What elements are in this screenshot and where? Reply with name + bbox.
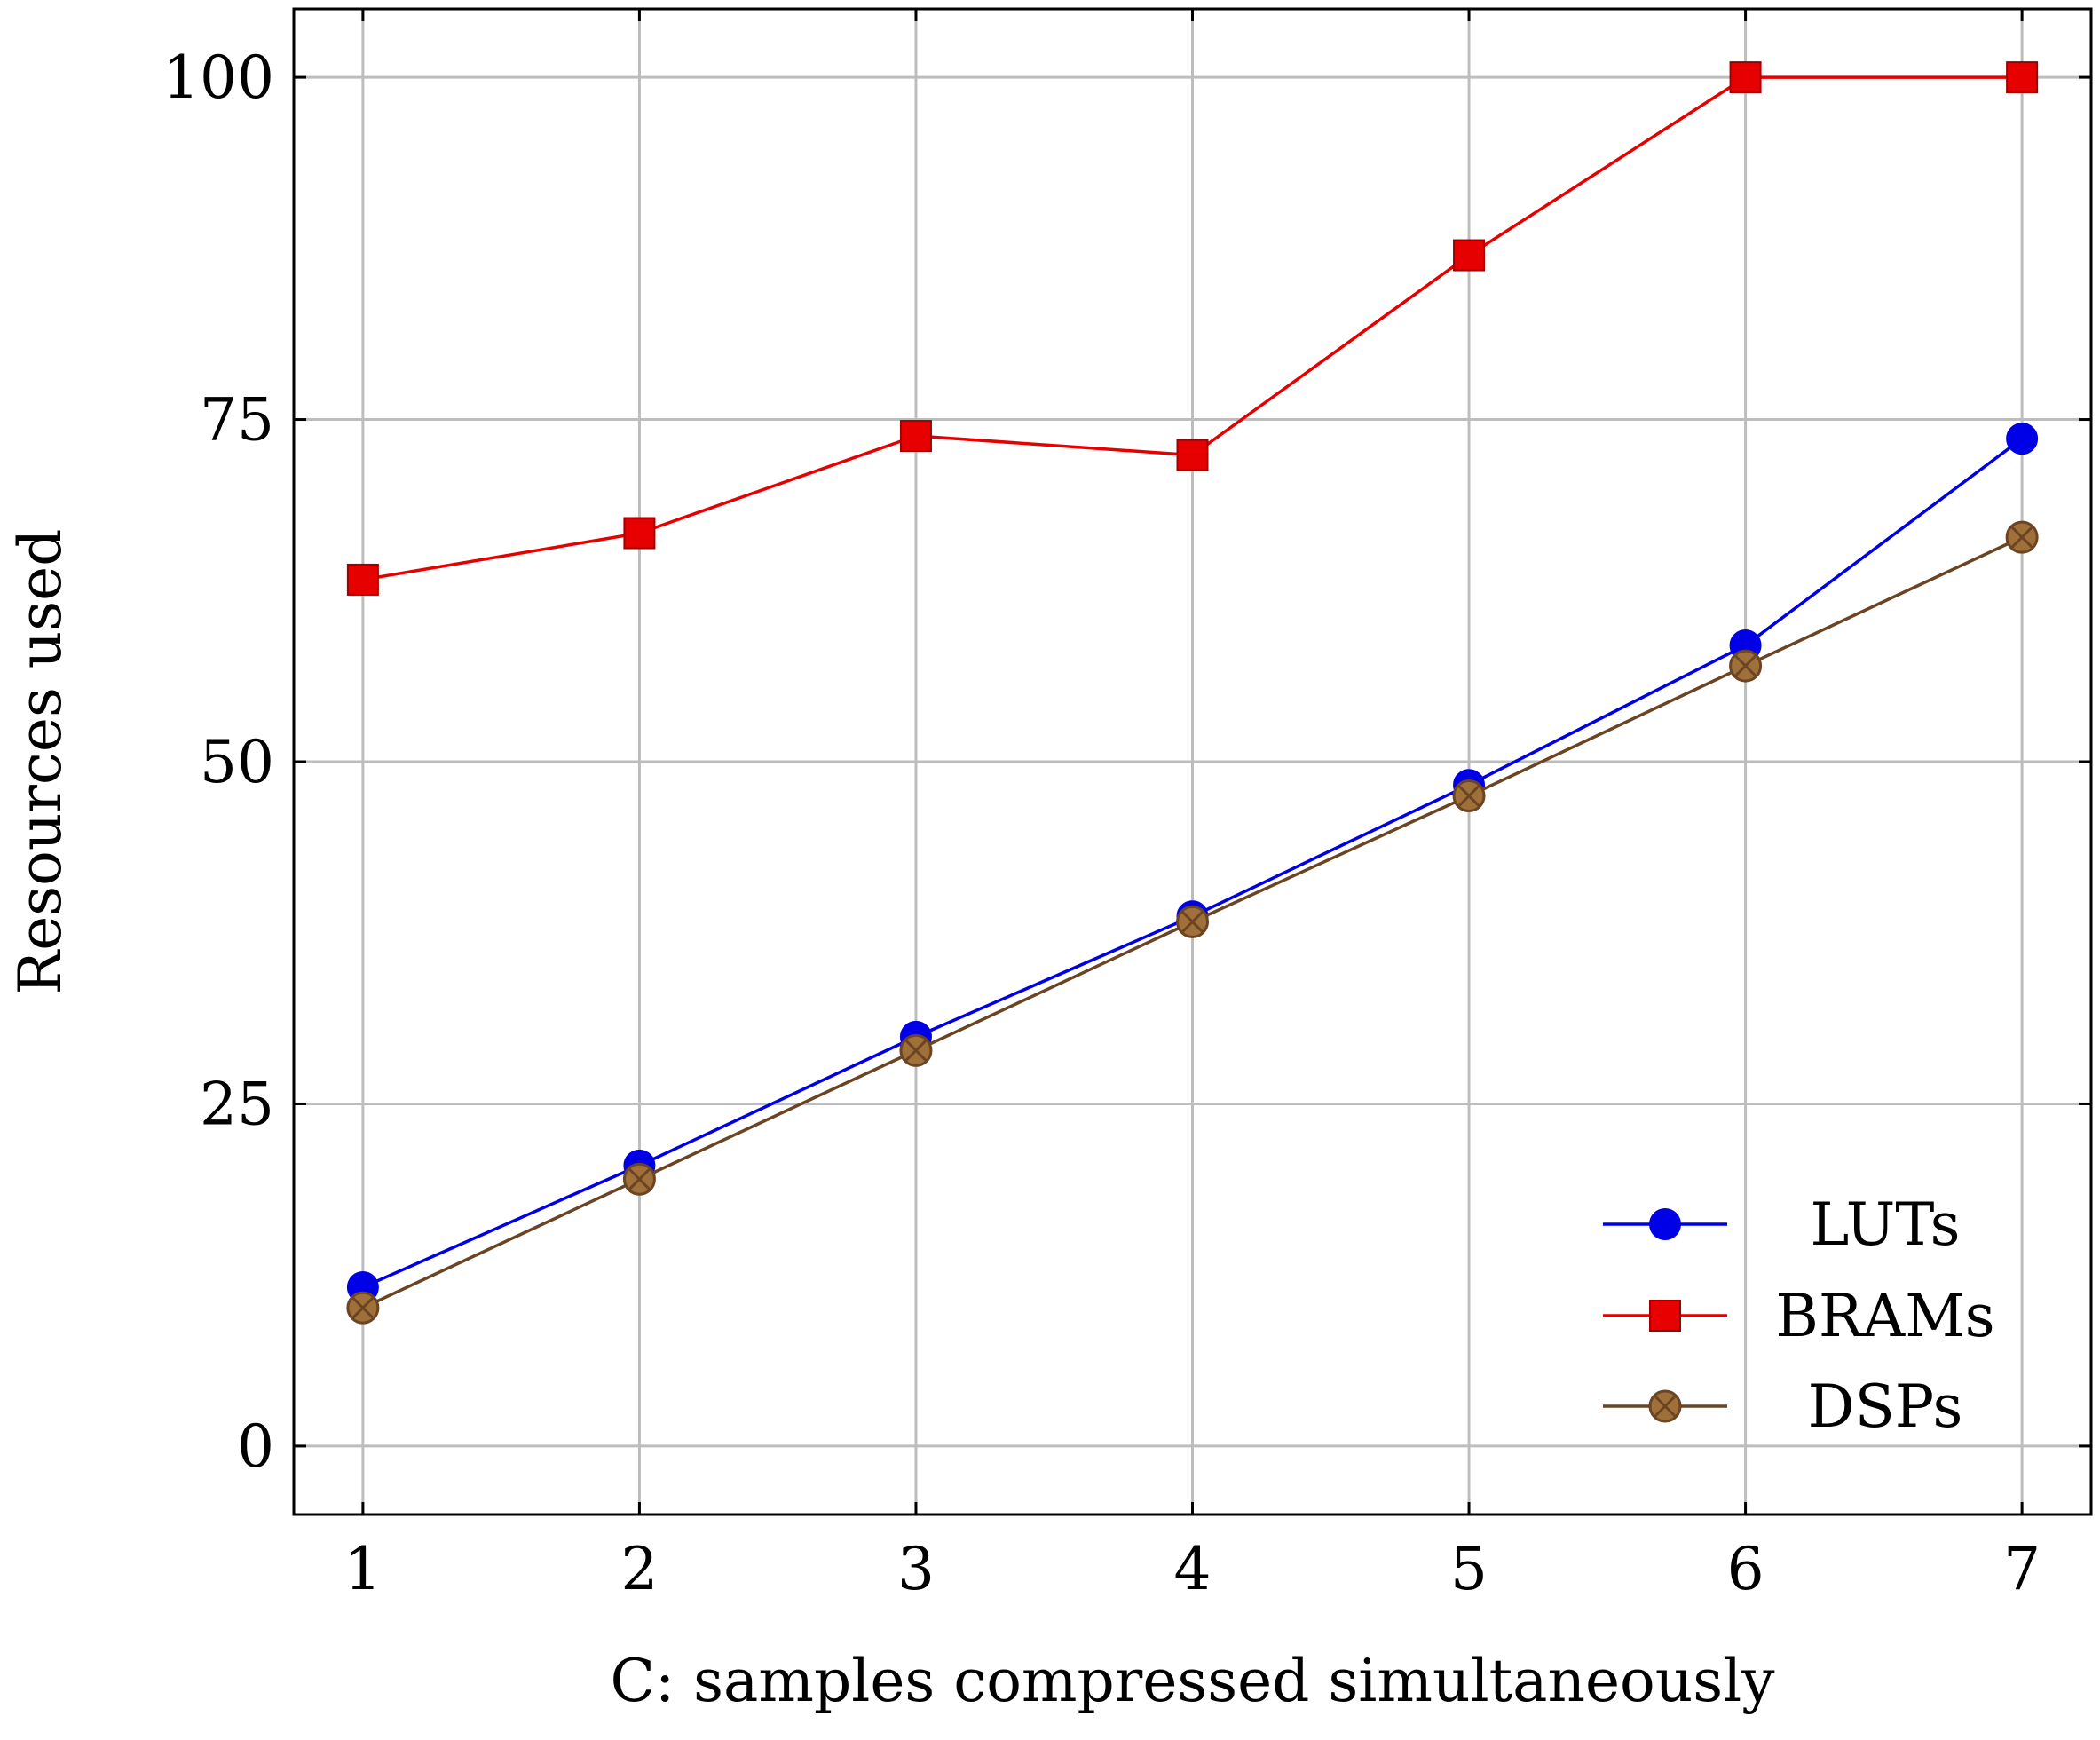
series-brams (346, 61, 2039, 596)
legend-label-dsps: DSPs (1808, 1372, 1963, 1441)
legend: LUTs BRAMs DSPs (1603, 1190, 1995, 1441)
data-point-brams (899, 420, 932, 453)
y-axis-title: Resources used (6, 529, 75, 995)
x-tick-label: 2 (620, 1535, 658, 1603)
data-point-luts (2006, 423, 2039, 455)
data-point-dsps-cross (904, 1040, 928, 1062)
legend-marker-dsps (1648, 1389, 1682, 1423)
data-point-dsps-cross (1181, 911, 1204, 933)
data-point-brams (623, 517, 656, 550)
data-point-dsps-cross (1457, 785, 1480, 807)
y-tick-label: 50 (200, 728, 274, 796)
series-dsps (346, 520, 2039, 1325)
x-tick-label: 6 (1727, 1535, 1764, 1603)
x-axis-title: C: samples compressed simultaneously (610, 1647, 1775, 1715)
x-tick-label: 4 (1174, 1535, 1212, 1603)
x-tick-label: 1 (344, 1535, 382, 1603)
y-tick-label: 75 (200, 386, 274, 455)
legend-marker-brams (1649, 1300, 1681, 1332)
data-point-brams (1729, 61, 1762, 94)
y-tick-label: 0 (237, 1412, 274, 1481)
data-point-dsps-cross (1734, 655, 1757, 677)
legend-entry-luts: LUTs (1603, 1190, 1960, 1259)
data-point-dsps-cross (628, 1168, 651, 1190)
x-tick-label: 7 (2003, 1535, 2041, 1603)
data-point-dsps (1176, 905, 1209, 938)
y-tick-label: 100 (162, 44, 274, 112)
data-point-dsps (346, 1291, 380, 1325)
data-point-dsps-cross (351, 1297, 374, 1319)
legend-entry-dsps: DSPs (1603, 1372, 1962, 1441)
axis-ticks: 1 2 3 4 5 6 7 0 25 50 75 100 (162, 9, 2091, 1603)
data-point-dsps (1452, 779, 1486, 813)
legend-label-luts: LUTs (1811, 1190, 1961, 1259)
y-tick-label: 25 (200, 1070, 274, 1138)
data-point-brams (1176, 439, 1209, 471)
data-point-dsps (1729, 649, 1763, 683)
legend-label-brams: BRAMs (1775, 1282, 1994, 1350)
legend-marker-dsps-cross (1654, 1395, 1677, 1418)
x-tick-label: 5 (1450, 1535, 1488, 1603)
series-layer (346, 61, 2039, 1325)
grid (294, 9, 2091, 1515)
legend-entry-brams: BRAMs (1603, 1282, 1995, 1350)
data-point-dsps (899, 1033, 933, 1067)
data-point-brams (346, 563, 379, 596)
data-point-dsps (622, 1162, 656, 1196)
data-point-dsps (2005, 520, 2039, 554)
x-tick-label: 3 (897, 1535, 935, 1603)
data-point-dsps-cross (2011, 526, 2033, 549)
data-point-brams (2006, 61, 2039, 94)
legend-marker-luts (1649, 1208, 1681, 1240)
data-point-brams (1453, 239, 1486, 272)
